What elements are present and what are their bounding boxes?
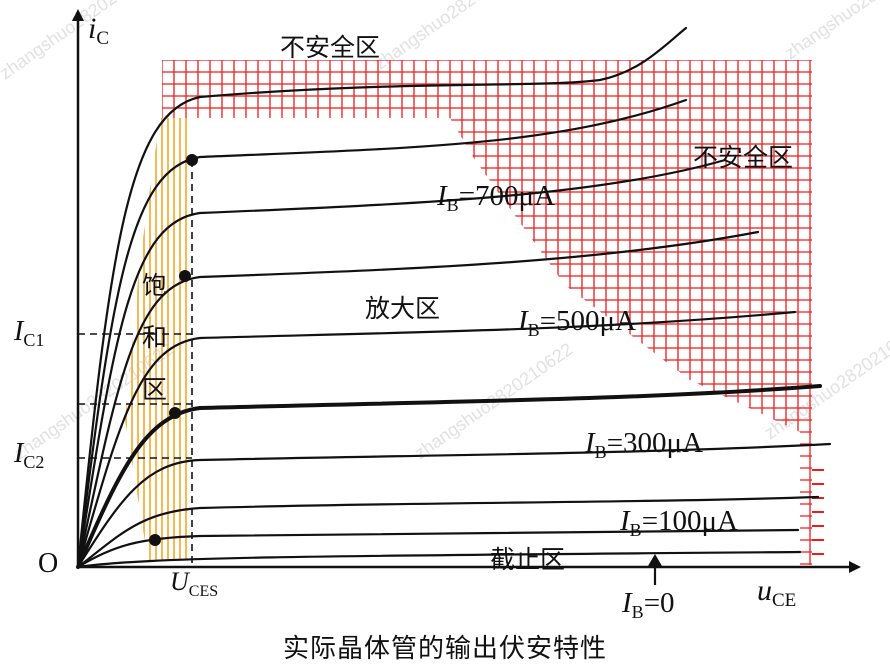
watermark-6: zhangshuo2820210622 <box>761 319 890 443</box>
tick-ic2: IC2 <box>13 438 44 472</box>
sat-point-2 <box>179 270 191 282</box>
origin-label: O <box>38 548 58 579</box>
tick-uces: UCES <box>170 567 218 600</box>
characteristic-curves <box>76 26 832 569</box>
region-unsafe-right: 不安全区 <box>693 143 793 172</box>
region-saturation-char-2: 和 <box>142 323 167 352</box>
watermark-2: zhangshuo2820210622 <box>371 0 537 73</box>
curve-ib-200ua <box>76 495 820 569</box>
curve-ib-300ua <box>76 442 832 569</box>
axes <box>72 9 861 573</box>
ib-zero-pointer-head <box>648 554 662 566</box>
region-saturation-char-3: 区 <box>142 375 167 404</box>
watermark-3: zhangshuo2820210622 <box>781 0 890 63</box>
x-axis-label: uCE <box>757 574 796 611</box>
ib-zero-pointer <box>648 554 662 585</box>
curve-ib-800ua <box>76 98 688 569</box>
curve-ib-900ua <box>76 26 688 569</box>
y-axis-label: iC <box>88 12 109 49</box>
sat-point-1 <box>186 154 198 166</box>
watermark-1: zhangshuo2820210622 <box>0 0 161 83</box>
region-active: 放大区 <box>365 294 440 323</box>
curve-ib-100ua <box>76 528 800 569</box>
label-ib-500ua: IB=500μA <box>517 305 636 340</box>
region-saturation-char-1: 饱 <box>142 271 167 300</box>
unsafe-region-grid <box>162 60 812 565</box>
curve-ib-400ua-bold <box>76 384 822 569</box>
guide-lines <box>78 160 193 567</box>
label-ib-100ua: IB=100μA <box>619 505 738 540</box>
label-ib-700ua: IB=700μA <box>436 180 555 215</box>
label-ib-0: IB=0 <box>621 587 675 622</box>
saturation-points <box>149 154 198 546</box>
curve-ib-500ua <box>76 310 797 569</box>
sat-point-4 <box>149 534 161 546</box>
curve-ib-0 <box>76 550 802 569</box>
curve-ib-700ua <box>76 158 727 569</box>
region-cutoff: 截止区 <box>490 545 565 574</box>
figure-caption: 实际晶体管的输出伏安特性 <box>282 634 607 664</box>
tick-ic1: IC1 <box>13 316 44 350</box>
sat-point-3 <box>169 407 181 419</box>
region-unsafe-top: 不安全区 <box>280 33 380 62</box>
label-ib-300ua: IB=300μA <box>584 427 703 462</box>
unsafe-region-dashed-edge <box>812 469 824 555</box>
curve-ib-600ua <box>76 230 760 569</box>
